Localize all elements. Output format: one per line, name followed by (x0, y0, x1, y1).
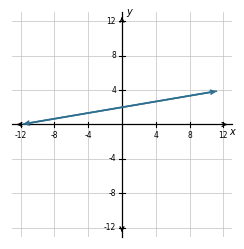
Text: 8: 8 (111, 51, 116, 60)
Text: -12: -12 (15, 130, 27, 139)
Text: -12: -12 (104, 223, 116, 232)
Text: 8: 8 (187, 130, 192, 139)
Text: -4: -4 (109, 154, 116, 164)
Text: -8: -8 (109, 189, 116, 198)
Text: y: y (126, 7, 132, 17)
Text: -8: -8 (51, 130, 58, 139)
Text: 12: 12 (219, 130, 228, 139)
Text: x: x (229, 127, 235, 137)
Text: 12: 12 (107, 17, 116, 26)
Text: 4: 4 (111, 85, 116, 95)
Text: -4: -4 (84, 130, 92, 139)
Text: 4: 4 (153, 130, 158, 139)
